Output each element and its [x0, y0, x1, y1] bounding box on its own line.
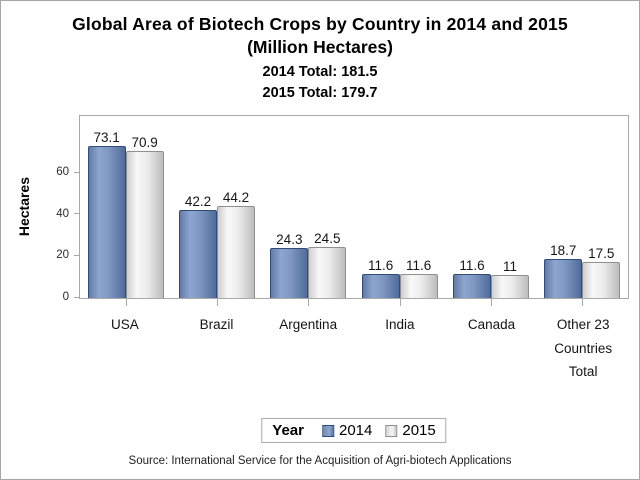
y-tick-mark-icon	[74, 296, 79, 298]
x-tick-mark-icon	[216, 299, 218, 306]
bar-value-label: 11	[502, 259, 517, 275]
bar-group: 11.6 11.6	[354, 116, 445, 306]
bar-value-label: 11.6	[406, 257, 432, 273]
legend-item-2015: 2015	[385, 422, 436, 439]
y-tick: 40	[56, 208, 79, 220]
chart-title-line2: (Million Hectares)	[247, 37, 393, 57]
bar-group: 24.3 24.5	[263, 116, 354, 306]
bar-and-label: 42.2	[178, 194, 217, 298]
bar-group: 73.1 70.9	[80, 116, 171, 306]
bar-and-label: 18.7	[544, 243, 583, 298]
bar-2014-india	[361, 273, 400, 298]
bar-value-label: 24.5	[314, 231, 341, 247]
bar-value-label: 17.5	[588, 245, 615, 261]
bar-2014-brazil	[178, 210, 217, 298]
y-tick: 20	[56, 249, 79, 261]
legend-item-2014: 2014	[321, 422, 373, 439]
bar-2015-other-23-countries-total	[582, 261, 621, 298]
y-tick-label: 0	[62, 291, 69, 303]
legend-title: Year	[272, 422, 304, 439]
subtitle-total-2014: 2014 Total: 181.5	[262, 64, 378, 80]
bar-and-label: 73.1	[87, 130, 126, 298]
bar-and-label: 70.9	[125, 134, 164, 298]
bar-2015-brazil	[216, 206, 255, 298]
bar-and-label: 11.6	[361, 257, 400, 298]
category-label: Brazil	[199, 317, 234, 332]
y-tick-label: 40	[56, 207, 69, 220]
bar-2015-canada	[490, 275, 529, 298]
category-label: Other 23 Countries Total	[554, 317, 613, 379]
bar-2014-other-23-countries-total	[544, 259, 583, 298]
category-label: India	[385, 317, 415, 332]
bar-2014-usa	[87, 146, 126, 298]
y-tick-label: 60	[56, 166, 69, 179]
legend: Year 2014 2015	[261, 418, 447, 443]
x-tick-mark-icon	[582, 299, 584, 306]
y-tick-mark-icon	[74, 171, 79, 173]
y-tick: 0	[63, 291, 79, 303]
category-label: USA	[110, 317, 139, 332]
bar-and-label: 24.3	[270, 231, 309, 298]
y-tick: 60	[56, 166, 79, 178]
plot-area: 73.1 70.9 42.2 44.2 24.3 24.5 11.6 11.6 11.6 11 18…	[79, 115, 629, 306]
chart-title-line1: Global Area of Biotech Crops by Country …	[72, 14, 568, 34]
bar-2015-argentina	[308, 247, 347, 298]
bar-2015-usa	[125, 150, 164, 298]
bar-group: 18.7 17.5	[537, 116, 628, 306]
bar-group: 11.6 11	[445, 116, 536, 306]
x-tick-mark-icon	[490, 299, 492, 306]
bar-value-label: 11.6	[368, 257, 394, 273]
legend-label-2014: 2014	[338, 422, 373, 439]
bar-and-label: 44.2	[216, 190, 255, 298]
bar-value-label: 11.6	[459, 257, 485, 273]
bar-and-label: 11	[490, 259, 529, 298]
y-tick-mark-icon	[74, 213, 79, 215]
x-tick-mark-icon	[125, 299, 127, 306]
source-note: Source: International Service for the Ac…	[128, 455, 512, 467]
bar-and-label: 11.6	[452, 257, 491, 298]
bar-and-label: 24.5	[308, 231, 347, 298]
bar-2014-argentina	[270, 247, 309, 298]
bar-value-label: 70.9	[131, 134, 158, 150]
bar-value-label: 73.1	[93, 130, 120, 146]
x-axis-labels: USA Brazil Argentina India Canada Other 23 Co…	[79, 313, 629, 384]
legend-swatch-2014-icon	[321, 424, 334, 437]
subtitle-total-2015: 2015 Total: 179.7	[262, 85, 378, 101]
bar-group: 42.2 44.2	[171, 116, 262, 306]
y-axis-ticks: 0 20 40 60	[1, 115, 79, 303]
bar-and-label: 17.5	[582, 245, 621, 298]
bar-2015-india	[399, 273, 438, 298]
category-label: Argentina	[279, 317, 338, 332]
bar-2014-canada	[452, 273, 491, 298]
bar-value-label: 18.7	[550, 243, 577, 259]
bar-value-label: 24.3	[276, 231, 303, 247]
x-tick-mark-icon	[308, 299, 310, 306]
legend-swatch-2015-icon	[385, 424, 398, 437]
category-label: Canada	[467, 317, 516, 332]
legend-label-2015: 2015	[402, 422, 436, 439]
y-tick-label: 20	[56, 249, 69, 262]
bar-and-label: 11.6	[399, 257, 438, 298]
y-tick-mark-icon	[74, 254, 79, 256]
bar-value-label: 44.2	[222, 190, 250, 206]
x-tick-mark-icon	[399, 299, 401, 306]
bar-value-label: 42.2	[184, 194, 212, 210]
